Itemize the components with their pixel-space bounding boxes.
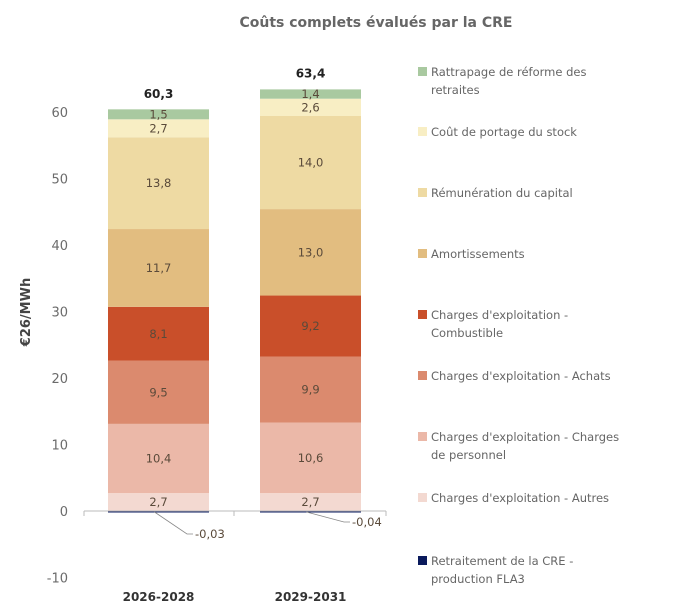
data-label: 14,0 <box>298 156 324 170</box>
legend-swatch <box>418 127 427 136</box>
bar-segment <box>108 137 209 230</box>
legend-label: Rémunération du capital <box>431 186 573 200</box>
legend-label: Combustible <box>431 326 503 340</box>
bar-segment <box>108 229 209 307</box>
legend: Rattrapage de réforme des retraites Coût d… <box>418 65 619 586</box>
data-label: 1,4 <box>301 87 319 101</box>
bar-segment <box>108 423 209 494</box>
legend-item: Charges d'exploitation - Autres <box>418 491 609 505</box>
bar-segment <box>260 493 361 511</box>
legend-item: Coût de portage du stock <box>418 125 577 139</box>
total-label: 60,3 <box>144 87 174 101</box>
legend-swatch <box>418 249 427 258</box>
data-label: 13,8 <box>146 176 172 190</box>
legend-swatch <box>418 493 427 502</box>
bars: -0,032,710,49,58,111,713,82,71,560,32026… <box>108 66 382 604</box>
legend-swatch <box>418 310 427 319</box>
legend-label: Charges d'exploitation - Autres <box>431 491 609 505</box>
total-label: 63,4 <box>296 66 326 80</box>
y-tick-label: 10 <box>51 439 68 454</box>
bar-segment <box>260 511 361 513</box>
legend-label: Charges d'exploitation - Achats <box>431 369 611 383</box>
bar-segment <box>260 115 361 210</box>
y-tick-label: 40 <box>51 239 68 254</box>
x-tick-label: 2026-2028 <box>123 590 195 604</box>
legend-item: Charges d'exploitation - Combustible <box>418 308 568 340</box>
bar-segment <box>108 306 209 361</box>
bar-segment <box>108 493 209 511</box>
data-label: 2,7 <box>301 495 319 509</box>
legend-label: Retraitement de la CRE - <box>431 554 573 568</box>
x-tick-label: 2029-2031 <box>275 590 347 604</box>
data-label: 1,5 <box>149 107 167 121</box>
bar-segment <box>108 119 209 138</box>
legend-swatch <box>418 188 427 197</box>
data-label: 9,5 <box>149 385 167 399</box>
legend-label: production FLA3 <box>431 572 525 586</box>
leader-line <box>154 511 193 535</box>
legend-item: Charges d'exploitation - Charges de perso… <box>418 430 619 462</box>
bar-segment <box>260 356 361 423</box>
y-tick-label: 0 <box>60 505 68 520</box>
y-axis: -10 0 10 20 30 40 50 60 <box>47 106 68 587</box>
legend-label: Charges d'exploitation - <box>431 308 568 322</box>
legend-item: Retraitement de la CRE - production FLA3 <box>418 554 573 586</box>
data-label: 10,4 <box>146 451 172 465</box>
y-tick-label: 50 <box>51 173 68 188</box>
y-tick-label: 60 <box>51 106 68 121</box>
legend-swatch <box>418 67 427 76</box>
x-axis <box>83 510 387 516</box>
bar-segment <box>260 209 361 296</box>
bar-segment <box>108 511 209 513</box>
legend-swatch <box>418 556 427 565</box>
y-tick-label: 20 <box>51 372 68 387</box>
legend-swatch <box>418 371 427 380</box>
legend-item: Rémunération du capital <box>418 186 573 200</box>
legend-label: de personnel <box>431 448 506 462</box>
legend-label: Rattrapage de réforme des <box>431 65 586 79</box>
data-label: -0,03 <box>195 527 225 541</box>
legend-label: Coût de portage du stock <box>431 125 577 139</box>
bar-segment <box>108 360 209 424</box>
legend-swatch <box>418 432 427 441</box>
data-label: 9,2 <box>301 319 319 333</box>
bar-segment <box>108 109 209 120</box>
data-label: 13,0 <box>298 245 324 259</box>
data-label: -0,04 <box>352 515 382 529</box>
legend-item: Amortissements <box>418 247 525 261</box>
bar-segment <box>260 422 361 494</box>
data-label: 8,1 <box>149 327 167 341</box>
data-label: 2,7 <box>149 495 167 509</box>
chart-title: Coûts complets évalués par la CRE <box>240 15 513 31</box>
y-tick-label: -10 <box>47 572 68 587</box>
data-label: 10,6 <box>298 451 324 465</box>
data-label: 2,6 <box>301 100 319 114</box>
legend-item: Rattrapage de réforme des retraites <box>418 65 586 97</box>
bar-segment <box>260 98 361 116</box>
data-label: 9,9 <box>301 383 319 397</box>
leader-line <box>306 511 350 523</box>
y-axis-label: €26/MWh <box>19 278 34 347</box>
legend-label: retraites <box>431 83 480 97</box>
legend-label: Charges d'exploitation - Charges <box>431 430 619 444</box>
legend-item: Charges d'exploitation - Achats <box>418 369 611 383</box>
bar-segment <box>260 89 361 99</box>
bar-segment <box>260 295 361 357</box>
data-label: 11,7 <box>146 261 172 275</box>
data-label: 2,7 <box>149 121 167 135</box>
legend-label: Amortissements <box>431 247 525 261</box>
y-tick-label: 30 <box>51 306 68 321</box>
